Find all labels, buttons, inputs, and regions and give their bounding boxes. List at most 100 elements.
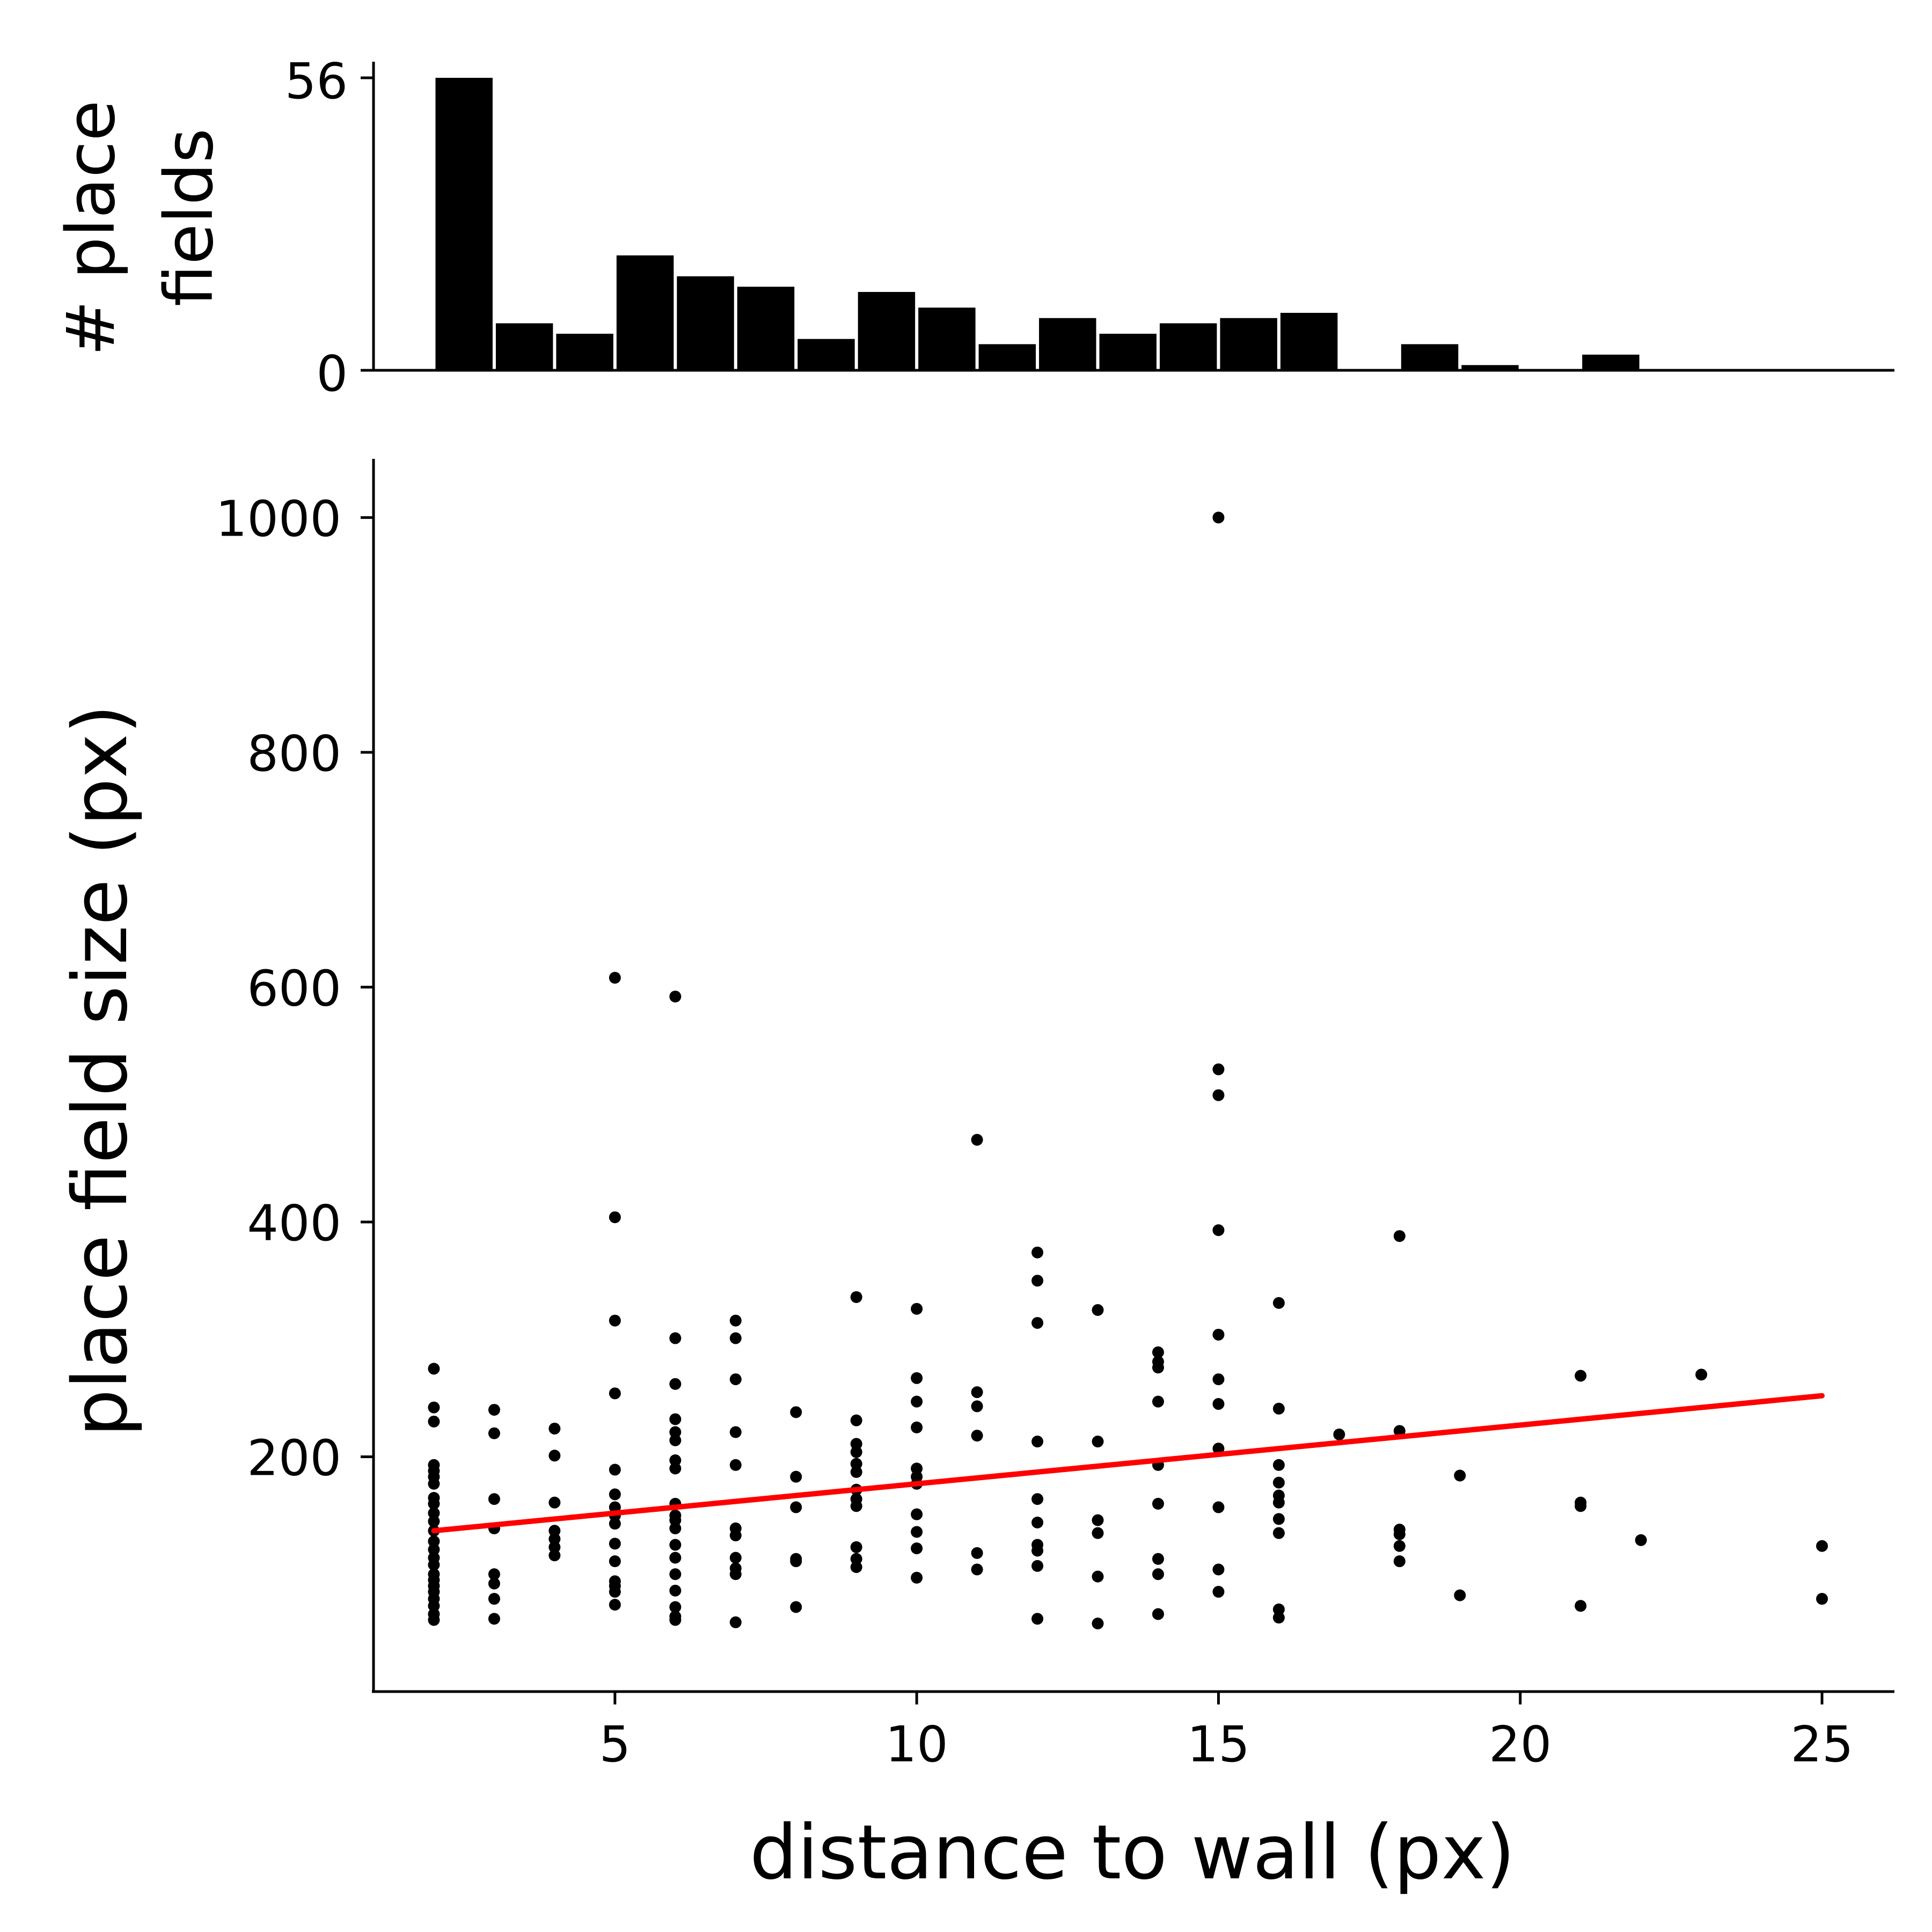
scatter-point xyxy=(669,1462,682,1475)
scatter-point xyxy=(911,1421,923,1433)
scatter-point xyxy=(609,1599,621,1611)
scatter-point xyxy=(1272,1402,1285,1415)
histogram-bar xyxy=(1582,354,1640,370)
scatter-y-tick-label: 600 xyxy=(247,960,341,1017)
scatter-point xyxy=(1092,1304,1104,1316)
scatter-point xyxy=(1092,1527,1104,1539)
scatter-point xyxy=(850,1466,862,1478)
scatter-point xyxy=(1031,1275,1044,1287)
scatter-point xyxy=(488,1577,500,1590)
scatter-point xyxy=(1212,1328,1225,1341)
scatter-point xyxy=(1152,1553,1164,1565)
scatter-point xyxy=(609,1211,621,1224)
scatter-point xyxy=(729,1426,742,1438)
scatter-point xyxy=(669,1454,682,1467)
scatter-point xyxy=(669,1601,682,1613)
scatter-point xyxy=(911,1508,923,1520)
scatter-point xyxy=(428,1535,440,1547)
scatter-point xyxy=(850,1291,862,1303)
scatter-point xyxy=(729,1552,742,1564)
scatter-point xyxy=(1092,1618,1104,1630)
scatter-y-ticks: 200 400 600 800 1000 xyxy=(216,490,374,1487)
scatter-point xyxy=(1212,1501,1225,1513)
scatter-point xyxy=(911,1302,923,1315)
scatter-point xyxy=(428,1515,440,1527)
scatter-point xyxy=(428,1543,440,1556)
scatter-point xyxy=(428,1401,440,1414)
scatter-point xyxy=(428,1600,440,1612)
scatter-y-tick-label: 400 xyxy=(247,1195,341,1252)
scatter-point xyxy=(850,1458,862,1470)
scatter-point xyxy=(1031,1545,1044,1557)
scatter-point xyxy=(1152,1568,1164,1580)
scatter-point xyxy=(1816,1540,1828,1552)
scatter-point xyxy=(971,1547,983,1559)
scatter-point xyxy=(911,1542,923,1555)
scatter-point xyxy=(971,1563,983,1576)
scatter-point xyxy=(488,1568,500,1580)
scatter-x-tick-label: 25 xyxy=(1791,1716,1854,1773)
histogram-y-tick-label: 0 xyxy=(316,345,348,402)
scatter-point xyxy=(1212,1586,1225,1598)
scatter-point xyxy=(428,1558,440,1571)
histogram-bar xyxy=(918,308,976,370)
scatter-point xyxy=(1575,1500,1587,1512)
scatter-point xyxy=(729,1616,742,1628)
scatter-point xyxy=(669,1332,682,1344)
scatter-point xyxy=(548,1541,561,1553)
scatter-point xyxy=(428,1497,440,1510)
scatter-point xyxy=(1272,1459,1285,1471)
scatter-point xyxy=(609,1555,621,1568)
scatter-point xyxy=(1272,1496,1285,1509)
scatter-point xyxy=(1031,1613,1044,1625)
scatter-point xyxy=(488,1493,500,1505)
scatter-point xyxy=(1212,1063,1225,1075)
scatter-point xyxy=(669,1584,682,1597)
scatter-x-tick-label: 5 xyxy=(599,1716,631,1773)
scatter-point xyxy=(1031,1246,1044,1258)
regression-fit-line xyxy=(431,1393,1825,1534)
scatter-point xyxy=(1031,1436,1044,1448)
scatter-point xyxy=(911,1395,923,1408)
scatter-point xyxy=(548,1422,561,1435)
histogram-y-label-line1: # place xyxy=(53,100,130,356)
scatter-x-tick-label: 20 xyxy=(1489,1716,1552,1773)
histogram-bar xyxy=(1159,323,1217,370)
scatter-point xyxy=(790,1555,802,1568)
scatter-point xyxy=(729,1459,742,1471)
scatter-point xyxy=(609,1387,621,1400)
scatter-point xyxy=(1031,1516,1044,1528)
scatter-point xyxy=(1212,1224,1225,1236)
scatter-point xyxy=(971,1133,983,1146)
scatter-point xyxy=(609,1518,621,1530)
scatter-point xyxy=(729,1332,742,1344)
scatter-point xyxy=(850,1438,862,1450)
scatter-point xyxy=(1454,1589,1466,1601)
scatter-point xyxy=(548,1450,561,1462)
scatter-point xyxy=(850,1414,862,1426)
scatter-point xyxy=(1152,1497,1164,1510)
scatter-point xyxy=(669,1522,682,1534)
histogram-bar xyxy=(737,287,795,370)
scatter-point xyxy=(488,1403,500,1416)
scatter-point xyxy=(669,1614,682,1626)
scatter-x-label: distance to wall (px) xyxy=(750,1809,1515,1897)
histogram-panel: 0 56 # place fields xyxy=(53,53,1894,402)
histogram-bar xyxy=(1401,344,1459,370)
scatter-point xyxy=(1152,1608,1164,1620)
scatter-point xyxy=(548,1496,561,1509)
scatter-point xyxy=(1212,1563,1225,1576)
scatter-point xyxy=(669,1568,682,1580)
scatter-point xyxy=(911,1571,923,1584)
histogram-bar xyxy=(435,78,493,370)
histogram-y-label-line2: fields xyxy=(151,128,228,306)
histogram-bar xyxy=(677,276,734,370)
histogram-bar xyxy=(1099,333,1157,370)
scatter-point xyxy=(1575,1600,1587,1612)
histogram-bar xyxy=(978,344,1036,370)
scatter-x-ticks: 5 10 15 20 25 xyxy=(599,1692,1854,1773)
scatter-point xyxy=(1031,1493,1044,1505)
histogram-bar xyxy=(1280,312,1338,370)
scatter-point xyxy=(1333,1428,1345,1440)
scatter-point xyxy=(850,1500,862,1512)
